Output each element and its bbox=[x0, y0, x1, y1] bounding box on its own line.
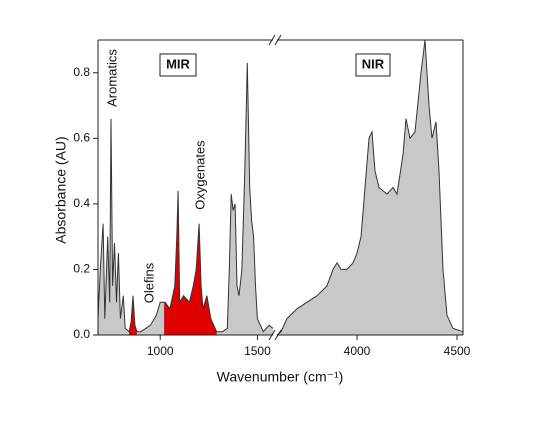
highlight-area bbox=[129, 295, 137, 335]
y-axis-title: Absorbance (AU) bbox=[53, 136, 69, 243]
x-tick-label: 1000 bbox=[147, 344, 174, 358]
annotation: Olefins bbox=[141, 262, 156, 303]
axis-break bbox=[274, 329, 282, 341]
y-tick-label: 0.4 bbox=[73, 196, 90, 210]
label-box bbox=[159, 53, 197, 77]
area bbox=[98, 62, 273, 336]
axis-break bbox=[274, 34, 282, 46]
area bbox=[277, 40, 463, 335]
annotation: MIR bbox=[166, 56, 190, 71]
annotation: Oxygenates bbox=[192, 140, 207, 210]
axis-break bbox=[268, 329, 276, 341]
annotation: NIR bbox=[362, 56, 385, 71]
spectrum-line bbox=[97, 62, 274, 333]
label-box bbox=[355, 53, 391, 77]
x-tick-label: 1500 bbox=[244, 344, 271, 358]
axis-break bbox=[268, 34, 276, 46]
y-tick-label: 0.2 bbox=[73, 262, 90, 276]
x-tick-label: 4000 bbox=[344, 344, 371, 358]
spectrum-line bbox=[276, 39, 464, 336]
y-tick-label: 0.6 bbox=[73, 131, 90, 145]
annotation: Aromatics bbox=[104, 49, 119, 107]
x-axis-title: Wavenumber (cm⁻¹) bbox=[217, 369, 344, 385]
y-tick-label: 0.0 bbox=[73, 327, 90, 341]
x-tick-label: 4500 bbox=[444, 344, 471, 358]
y-tick-label: 0.8 bbox=[73, 65, 90, 79]
